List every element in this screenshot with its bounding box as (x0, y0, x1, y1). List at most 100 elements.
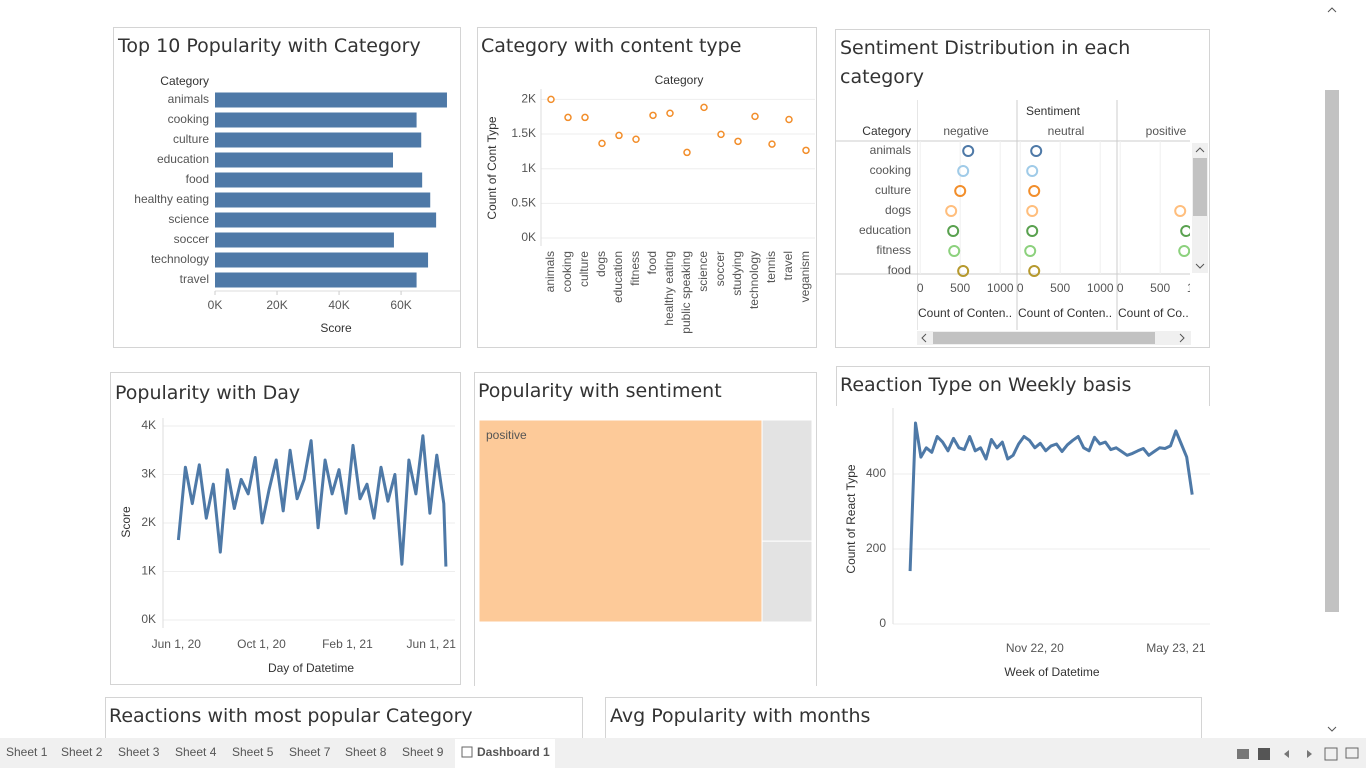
x-tick-label: 500 (1050, 281, 1070, 295)
chart-title: Top 10 Popularity with Category (118, 35, 421, 57)
axis-title: Score (119, 506, 133, 538)
dot (1174, 205, 1187, 217)
tab[interactable]: Sheet 3 (118, 745, 160, 759)
tab[interactable]: Sheet 5 (232, 745, 274, 759)
bar (215, 192, 431, 208)
dot (564, 113, 572, 122)
dot (962, 145, 975, 157)
y-tick-label: 2K (521, 92, 536, 106)
tab[interactable]: Dashboard 1 (477, 745, 550, 759)
y-tick-label: 0 (879, 616, 886, 630)
y-tick-label: 1K (141, 564, 156, 578)
bar (215, 252, 429, 268)
dot (581, 113, 589, 122)
x-tick-label: Jun 1, 20 (152, 637, 202, 651)
y-tick-label: 400 (866, 466, 886, 480)
chart-title: Category with content type (481, 35, 742, 57)
dot (957, 265, 970, 277)
chart-title: Popularity with Day (115, 382, 301, 404)
dot (1026, 205, 1039, 217)
dot (802, 146, 810, 155)
category-label: travel (180, 272, 209, 286)
dot (1028, 185, 1041, 197)
chart-title: Reaction Type on Weekly basis (840, 374, 1132, 396)
dot (1026, 165, 1039, 177)
x-tick-label: science (696, 251, 710, 292)
facets: negative 0 500 1000 Count of Conten.. neutral… (917, 100, 1190, 330)
axis-title: Count of Co.. (1118, 306, 1189, 320)
tile (761, 419, 813, 542)
category-label: technology (151, 252, 209, 266)
x-tick-label: 1000 (987, 281, 1014, 295)
bar (215, 212, 437, 228)
x-tick-label: veganism (798, 251, 812, 302)
dot (785, 115, 793, 124)
category-label: animals (168, 92, 209, 106)
axis-title: Score (320, 321, 352, 335)
x-tick-label: soccer (713, 251, 727, 286)
category-label: cooking (870, 163, 911, 177)
tab[interactable]: Sheet 2 (61, 745, 103, 759)
column-label: positive (1146, 124, 1187, 138)
tab-bar-icons[interactable] (461, 746, 1359, 761)
x-tick-label: 0 (917, 281, 924, 295)
category-label: education (157, 152, 209, 166)
category-label: food (888, 263, 911, 277)
x-tick-label: Feb 1, 21 (322, 637, 373, 651)
y-tick-label: 200 (866, 541, 886, 555)
bar (215, 152, 394, 168)
tab[interactable]: Sheet 9 (402, 745, 444, 759)
category-label: dogs (885, 203, 911, 217)
x-tick-label: Nov 22, 20 (1006, 641, 1064, 655)
category-label: fitness (876, 243, 911, 257)
chart-title: Popularity with sentiment (478, 380, 722, 402)
x-tick-label: tennis (764, 251, 778, 283)
x-tick-label: 1000 (1087, 281, 1114, 295)
chart-title: Sentiment Distribution in each category (840, 37, 1131, 88)
axis-title: Day of Datetime (268, 661, 354, 675)
panel-title: Reactions with most popular Category (109, 705, 473, 727)
tab[interactable]: Sheet 7 (289, 745, 331, 759)
axis-title: Count of Conten.. (1018, 306, 1112, 320)
bar (215, 272, 417, 288)
dot (1180, 225, 1190, 237)
x-tick-label: 20K (266, 298, 287, 312)
x-tick-label: food (645, 251, 659, 274)
y-tick-label: 1.5K (511, 126, 536, 140)
y-tick-label: 2K (141, 515, 156, 529)
dot (666, 109, 674, 118)
dot (598, 139, 606, 148)
dot (954, 185, 967, 197)
category-label: education (859, 223, 911, 237)
axis-title: Category (160, 74, 209, 88)
category-label: soccer (174, 232, 209, 246)
axis-title: Count of React Type (844, 464, 858, 574)
dot (768, 140, 776, 148)
tab[interactable]: Sheet 8 (345, 745, 387, 759)
bar (215, 132, 422, 148)
x-tick-label: fitness (628, 251, 642, 286)
line (908, 421, 1194, 572)
x-tick-label: 60K (390, 298, 411, 312)
dot (632, 135, 640, 143)
tab[interactable]: Sheet 1 (6, 745, 48, 759)
x-tick-label: culture (577, 251, 591, 287)
x-tick-label: healthy eating (662, 251, 676, 326)
x-tick-label: 500 (1150, 281, 1170, 295)
dot (717, 130, 725, 139)
y-tick-label: 3K (141, 467, 156, 481)
x-tick-label: education (611, 251, 625, 303)
bar (215, 172, 423, 188)
x-tick-label: 40K (328, 298, 349, 312)
y-tick-label: 0K (521, 230, 536, 244)
scrollbar[interactable] (1325, 7, 1339, 732)
category-label: science (168, 212, 209, 226)
tab[interactable]: Sheet 4 (175, 745, 217, 759)
facet-scrollbars[interactable] (917, 143, 1208, 345)
axis-title: Count of Conten.. (918, 306, 1012, 320)
category-label: food (186, 172, 209, 186)
axis-title: Category (862, 124, 911, 138)
axis-title: Count of Cont Type (485, 116, 499, 220)
